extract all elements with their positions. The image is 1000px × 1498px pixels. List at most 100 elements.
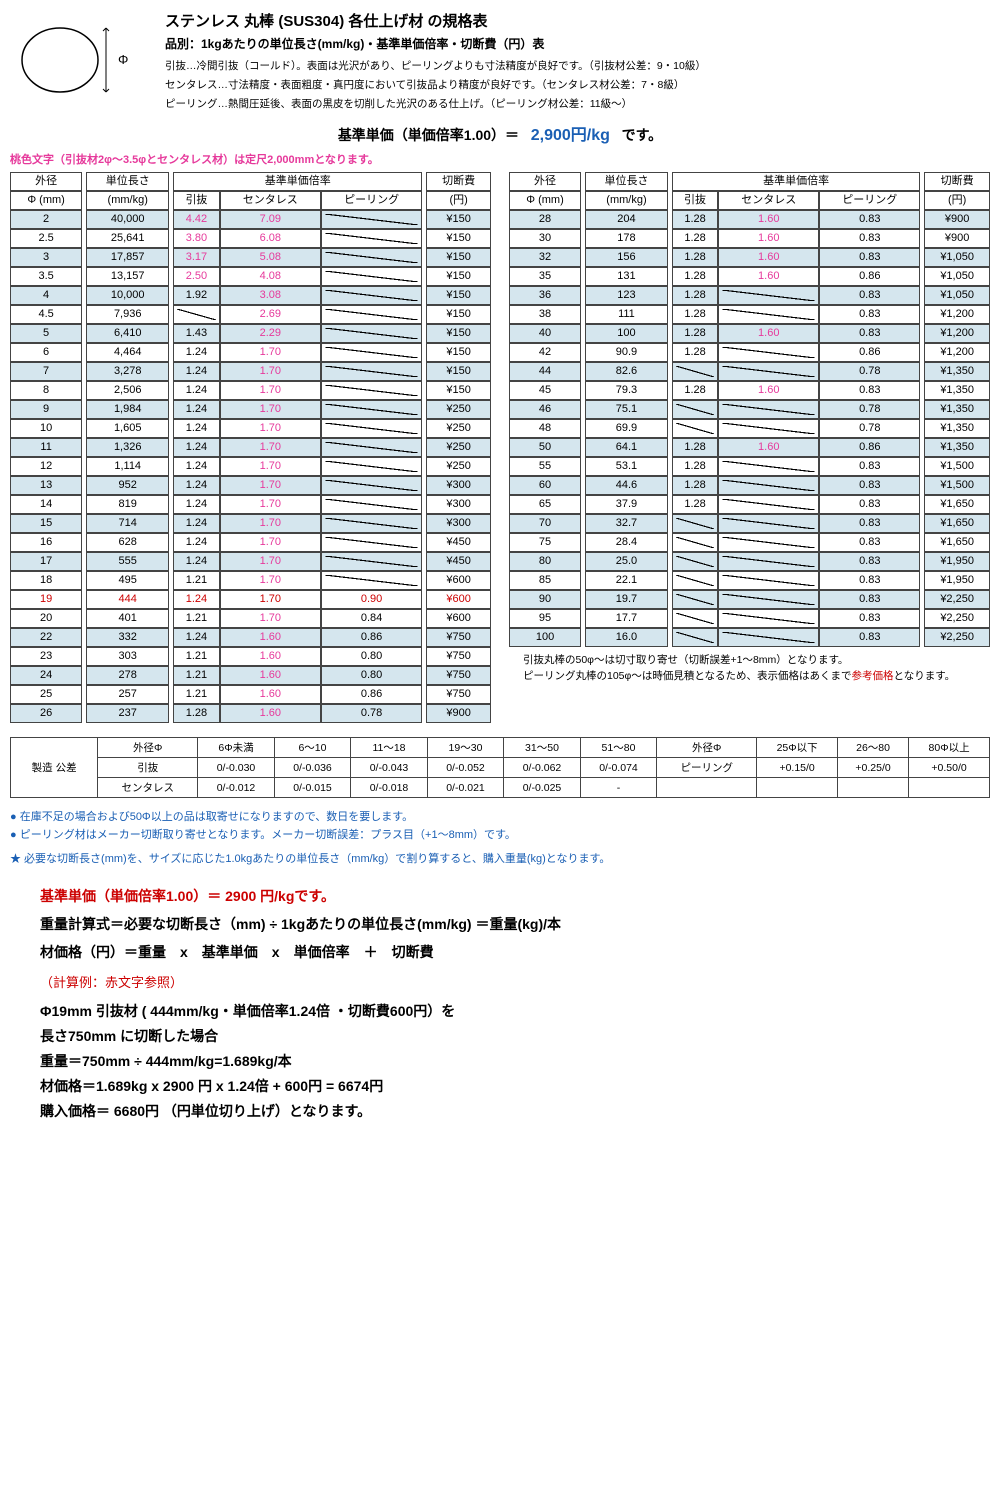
table-row: 166281.241.70¥450 [10, 533, 491, 552]
table-cell: 0/-0.025 [504, 778, 581, 798]
table-cell: 4.08 [220, 267, 321, 286]
table-row: 2.525,6413.806.08¥150 [10, 229, 491, 248]
table-cell: 9 [10, 400, 82, 419]
table-cell: 1.70 [220, 343, 321, 362]
table-cell: 22.1 [585, 571, 668, 590]
table-cell: 1.28 [672, 495, 718, 514]
table-cell: ¥300 [426, 476, 491, 495]
table-cell [718, 495, 819, 514]
base-price-value: 2,900円/kg [531, 127, 610, 144]
table-row: 7528.40.83¥1,650 [509, 533, 990, 552]
table-cell: 1,984 [86, 400, 169, 419]
table-cell [321, 400, 422, 419]
table-cell: ¥150 [426, 324, 491, 343]
table-cell: 401 [86, 609, 169, 628]
table-row: 9517.70.83¥2,250 [509, 609, 990, 628]
table-cell: 44 [509, 362, 581, 381]
table-cell: ¥1,500 [924, 457, 990, 476]
table-cell: 0.84 [321, 609, 422, 628]
table-cell: 外径Φ [657, 738, 757, 758]
table-cell: 0.83 [819, 514, 920, 533]
table-cell: 22 [10, 628, 82, 647]
col-peel: ピーリング [819, 191, 920, 210]
table-cell: 1.70 [220, 533, 321, 552]
table-cell [321, 514, 422, 533]
table-cell [321, 305, 422, 324]
table-row: 139521.241.70¥300 [10, 476, 491, 495]
table-cell: ¥1,950 [924, 571, 990, 590]
table-cell: ¥600 [426, 571, 491, 590]
table-cell: 0/-0.030 [198, 758, 275, 778]
table-cell: ¥250 [426, 419, 491, 438]
table-cell: 1.21 [173, 609, 219, 628]
table-cell: 1.24 [173, 476, 219, 495]
table-cell: ¥2,250 [924, 628, 990, 647]
table-cell: ¥600 [426, 609, 491, 628]
table-row: 3.513,1572.504.08¥150 [10, 267, 491, 286]
col-outer: 外径 [10, 172, 82, 191]
table-cell [718, 552, 819, 571]
table-cell: 1.24 [173, 362, 219, 381]
col-centa: センタレス [718, 191, 819, 210]
table-cell [672, 552, 718, 571]
table-cell: 38 [509, 305, 581, 324]
table-cell: 1.28 [672, 248, 718, 267]
table-cell: ¥1,350 [924, 438, 990, 457]
spec-table-left: 外径単位長さ基準単価倍率切断費Φ (mm)(mm/kg)引抜センタレスピーリング… [10, 172, 491, 723]
table-cell [321, 381, 422, 400]
calc-ex-4: 材価格＝1.689kg x 2900 円 x 1.24倍 + 600円 = 66… [40, 1076, 990, 1096]
table-row: 381111.280.83¥1,200 [509, 305, 990, 324]
table-cell: 1.70 [220, 552, 321, 571]
table-cell [718, 476, 819, 495]
table-cell: 4,464 [86, 343, 169, 362]
table-cell: 80 [509, 552, 581, 571]
table-cell: 1.28 [672, 305, 718, 324]
table-cell: 0/-0.021 [427, 778, 504, 798]
page-title: ステンレス 丸棒 (SUS304) 各仕上げ材 の規格表 [165, 10, 990, 31]
table-cell: 3.5 [10, 267, 82, 286]
table-cell: 0.86 [819, 438, 920, 457]
table-cell: ¥150 [426, 286, 491, 305]
table-cell: 237 [86, 704, 169, 723]
table-cell: 1.21 [173, 647, 219, 666]
col-yen: (円) [924, 191, 990, 210]
table-cell: 156 [585, 248, 668, 267]
table-row: 4.57,9362.69¥150 [10, 305, 491, 324]
table-cell: 0.78 [819, 400, 920, 419]
desc-centerless: センタレス…寸法精度・表面粗度・真円度において引抜品より精度が良好です。（センタ… [165, 77, 990, 92]
table-cell: 53.1 [585, 457, 668, 476]
table-cell: ¥900 [924, 210, 990, 229]
table-cell: 35 [509, 267, 581, 286]
table-cell: 0.86 [321, 685, 422, 704]
table-cell: 1.24 [173, 628, 219, 647]
table-cell [909, 778, 990, 798]
table-cell: 5.08 [220, 248, 321, 267]
table-cell: 131 [585, 267, 668, 286]
table-cell: 25,641 [86, 229, 169, 248]
table-cell: 1.28 [672, 229, 718, 248]
table-row: 101,6051.241.70¥250 [10, 419, 491, 438]
base-price-label: 基準単価（単価倍率1.00）＝ [338, 127, 519, 143]
table-cell: 4.42 [173, 210, 219, 229]
table-cell: 1.28 [672, 438, 718, 457]
table-cell: 6Φ未満 [198, 738, 275, 758]
table-row: 56,4101.432.29¥150 [10, 324, 491, 343]
table-cell: 1.24 [173, 514, 219, 533]
table-cell: ¥750 [426, 647, 491, 666]
calc-ex-3: 重量＝750mm ÷ 444mm/kg=1.689kg/本 [40, 1051, 990, 1071]
table-cell: 3.80 [173, 229, 219, 248]
table-row: 157141.241.70¥300 [10, 514, 491, 533]
table-cell: 44.6 [585, 476, 668, 495]
table-cell: ¥900 [426, 704, 491, 723]
table-cell: 1.60 [718, 267, 819, 286]
table-cell: 17,857 [86, 248, 169, 267]
table-cell: 45 [509, 381, 581, 400]
table-cell: 0.83 [819, 495, 920, 514]
calc-weight-formula: 重量計算式＝必要な切断長さ（mm) ÷ 1kgあたりの単位長さ(mm/kg) ＝… [40, 914, 990, 934]
table-cell: 6～10 [274, 738, 351, 758]
table-cell: 37.9 [585, 495, 668, 514]
table-cell: 2.69 [220, 305, 321, 324]
table-cell: 1.28 [672, 267, 718, 286]
table-cell: 12 [10, 457, 82, 476]
table-row: 4290.91.280.86¥1,200 [509, 343, 990, 362]
